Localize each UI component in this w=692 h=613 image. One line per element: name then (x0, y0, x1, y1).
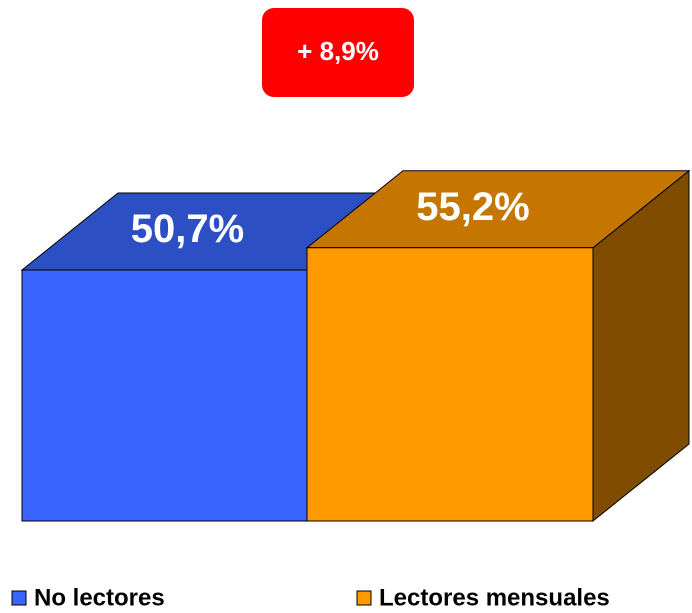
value-label: 50,7% (131, 207, 244, 251)
legend-label: Lectores mensuales (379, 584, 610, 611)
annotation: + 8,9% (297, 36, 379, 66)
legend-label: No lectores (34, 584, 165, 611)
legend-swatch (356, 590, 372, 606)
legend-swatch (11, 590, 27, 606)
annotation-box (262, 8, 414, 97)
bar (21, 269, 308, 522)
bar (306, 247, 594, 522)
bar-3d (305, 169, 691, 523)
value-label: 55,2% (416, 185, 529, 229)
